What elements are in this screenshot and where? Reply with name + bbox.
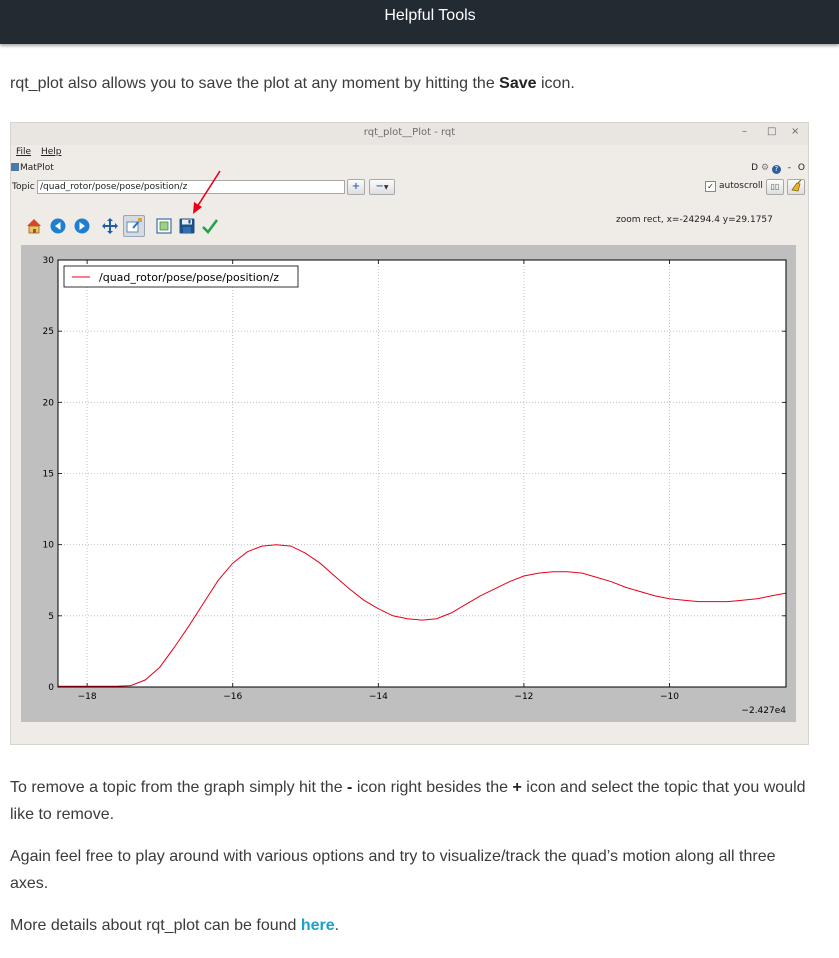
x-tick-label: −18: [78, 692, 97, 702]
site-header-title: Helpful Tools: [384, 7, 476, 24]
chevron-down-icon: ▼: [383, 184, 389, 191]
plot-figure: −18 −16 −14 −12 −10 0 5 10 15 20 25 30/quad_rotor/p…: [21, 245, 796, 722]
rqt-window-screenshot: rqt_plot__Plot - rqt – □ × File Help Mat…: [10, 122, 809, 745]
more-details-paragraph: More details about rqt_plot can be found…: [10, 912, 339, 939]
pause-button[interactable]: ▯▯: [766, 179, 784, 195]
remove-text-2: icon right besides the: [352, 779, 513, 796]
topic-label: Topic: [12, 182, 35, 192]
remove-topic-paragraph: To remove a topic from the graph simply …: [10, 774, 820, 828]
pan-icon[interactable]: [101, 217, 119, 235]
zoom-icon[interactable]: [123, 215, 145, 237]
maximize-button[interactable]: □: [767, 126, 777, 137]
cursor-coordinates: zoom rect, x=-24294.4 y=29.1757: [616, 215, 773, 225]
line-chart[interactable]: −18 −16 −14 −12 −10 0 5 10 15 20 25 30/quad_rotor/p…: [21, 245, 796, 722]
axes-frame: [57, 259, 787, 688]
forward-icon[interactable]: [73, 217, 91, 235]
gear-icon[interactable]: ⚙: [760, 163, 770, 173]
site-header: Helpful Tools: [0, 0, 839, 44]
topic-row: Topic /quad_rotor/pose/pose/position/z +…: [11, 179, 808, 197]
y-tick-label: 25: [43, 327, 54, 337]
autoscroll-toggle[interactable]: ✓ autoscroll: [705, 181, 763, 192]
plugin-title: MatPlot: [11, 163, 54, 173]
pause-icon: ▯▯: [770, 182, 780, 191]
window-titlebar: rqt_plot__Plot - rqt – □ ×: [11, 123, 808, 145]
x-tick-label: −10: [660, 692, 679, 702]
here-link[interactable]: here: [300, 917, 335, 934]
y-tick-label: 0: [48, 683, 54, 693]
help-icon[interactable]: ?: [771, 165, 781, 174]
intro-text: rqt_plot also allows you to save the plo…: [10, 75, 500, 92]
intro-paragraph: rqt_plot also allows you to save the plo…: [10, 70, 575, 97]
legend-box: [63, 265, 299, 288]
legend-label: /quad_rotor/pose/pose/position/z: [99, 271, 279, 284]
more-text: More details about rqt_plot can be found: [10, 917, 301, 934]
clear-button[interactable]: [787, 179, 805, 195]
subplots-icon[interactable]: [155, 217, 173, 235]
save-icon[interactable]: [178, 217, 196, 235]
y-tick-label: 30: [43, 256, 55, 266]
edit-curves-icon[interactable]: [201, 217, 219, 235]
autoscroll-checkbox[interactable]: ✓: [705, 181, 716, 192]
plugin-name: MatPlot: [20, 163, 54, 173]
remove-text-1: To remove a topic from the graph simply …: [10, 779, 348, 796]
more-text-end: .: [334, 917, 340, 934]
matplot-icon: [11, 163, 19, 171]
y-tick-label: 15: [43, 470, 54, 480]
plus-icon: +: [351, 181, 361, 192]
menubar: File Help: [16, 147, 68, 157]
y-tick-label: 5: [48, 612, 54, 622]
menu-file[interactable]: File: [16, 147, 32, 157]
close-button[interactable]: ×: [791, 126, 800, 137]
minus-icon: −: [375, 181, 384, 192]
y-tick-label: 20: [43, 398, 55, 408]
window-title: rqt_plot__Plot - rqt: [363, 127, 456, 138]
plugin-minimize-button[interactable]: -: [787, 163, 792, 173]
minimize-button[interactable]: –: [742, 126, 747, 137]
x-tick-label: −16: [223, 692, 242, 702]
topic-input[interactable]: /quad_rotor/pose/pose/position/z: [37, 180, 345, 194]
remove-bold-minus: -: [347, 779, 353, 796]
intro-text-end: icon.: [536, 75, 575, 92]
remove-topic-button[interactable]: −▼: [369, 179, 395, 195]
back-icon[interactable]: [49, 217, 67, 235]
autoscroll-label: autoscroll: [719, 181, 763, 191]
intro-bold-save: Save: [499, 75, 537, 92]
remove-text-3: icon and select the topic that you would…: [10, 779, 806, 823]
plugin-controls: D ⚙ ? - O: [751, 163, 805, 174]
menu-help[interactable]: Help: [40, 147, 62, 157]
broom-icon: [791, 179, 802, 192]
x-offset-label: −2.427e4: [741, 706, 786, 716]
remove-bold-plus: +: [512, 779, 522, 796]
series-line: [58, 544, 787, 687]
add-topic-button[interactable]: +: [347, 179, 365, 195]
y-tick-label: 10: [43, 541, 55, 551]
x-tick-label: −12: [514, 692, 533, 702]
home-icon[interactable]: [25, 217, 43, 235]
again-paragraph: Again feel free to play around with vari…: [10, 848, 776, 892]
plugin-close-button[interactable]: O: [797, 163, 805, 173]
dock-d-button[interactable]: D: [751, 163, 759, 173]
x-tick-label: −14: [369, 692, 388, 702]
